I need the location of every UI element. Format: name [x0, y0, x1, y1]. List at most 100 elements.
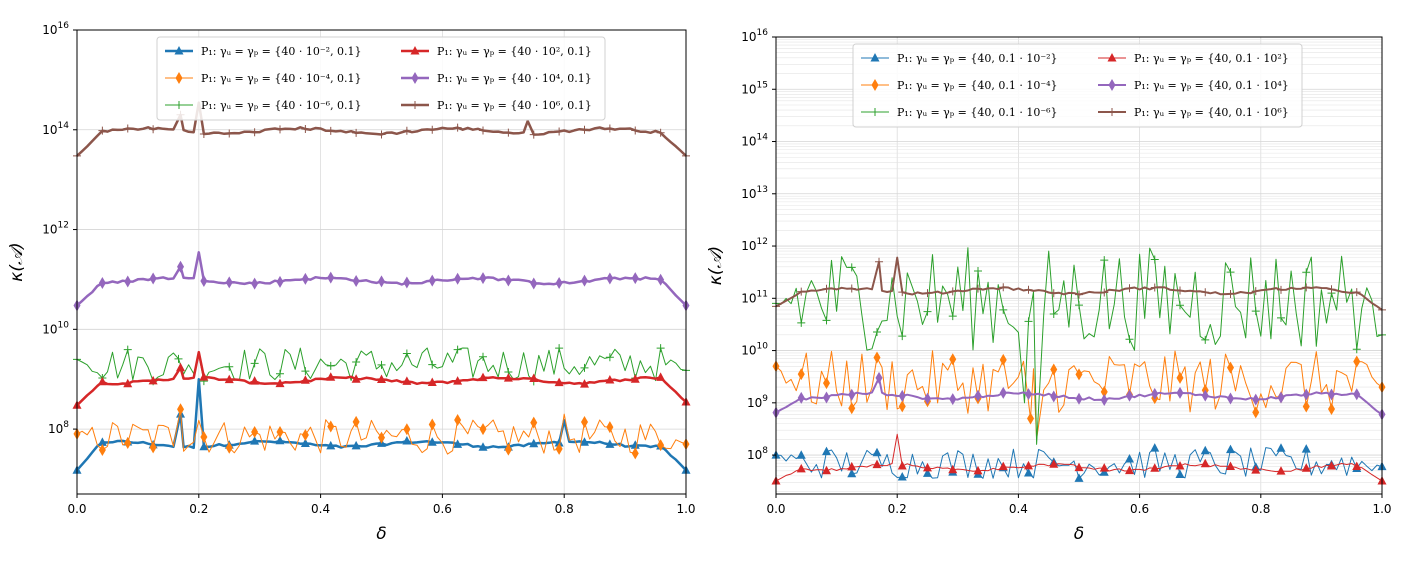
- x-axis-label: δ: [376, 524, 386, 544]
- data-point: [453, 123, 462, 132]
- data-point: [1200, 458, 1210, 468]
- data-point: [1251, 465, 1261, 474]
- axes-frame: [775, 36, 1383, 495]
- legend-item: P₁: γᵤ = γₚ = {40 · 10⁻², 0.1}: [165, 45, 362, 58]
- data-point: [848, 402, 856, 415]
- data-point: [428, 360, 437, 369]
- data-point: [998, 461, 1008, 471]
- data-point: [1074, 462, 1084, 472]
- data-point: [98, 276, 106, 289]
- data-point: [1100, 385, 1108, 398]
- data-point: [378, 431, 385, 444]
- data-point: [352, 128, 361, 137]
- data-point: [1126, 389, 1133, 402]
- data-point: [1226, 444, 1235, 454]
- legend-marker: [871, 108, 879, 116]
- data-point: [326, 440, 336, 450]
- data-point: [149, 125, 158, 134]
- data-point: [1176, 286, 1184, 295]
- data-point: [630, 374, 640, 383]
- legend-label: P₁: γᵤ = γₚ = {40, 0.1 · 10⁻⁶}: [897, 106, 1058, 119]
- data-point: [657, 273, 665, 286]
- x-tick-label: 0.2: [888, 502, 907, 516]
- data-point: [276, 125, 284, 134]
- data-point: [250, 128, 259, 137]
- legend-item: P₁: γᵤ = γₚ = {40 · 10⁻⁶, 0.1}: [165, 99, 362, 112]
- data-point: [630, 440, 640, 449]
- data-point: [176, 362, 186, 372]
- series-line: [76, 377, 687, 472]
- data-point: [1075, 301, 1083, 310]
- data-point: [174, 354, 183, 363]
- data-point: [301, 272, 309, 285]
- data-point: [1125, 454, 1134, 463]
- legend-label: P₁: γᵤ = γₚ = {40 · 10⁴, 0.1}: [437, 72, 592, 85]
- data-point: [848, 388, 856, 401]
- data-point: [276, 275, 284, 288]
- data-point: [1227, 361, 1234, 374]
- y-tick-label: 108: [48, 420, 69, 436]
- legend-label: P₁: γᵤ = γₚ = {40, 0.1 · 10⁻²}: [897, 52, 1058, 65]
- data-point: [1277, 313, 1285, 322]
- chart-2: 0.0 0.2 0.4 0.6 0.8 1.0 108 109 1010 1011 1012 1013…: [706, 28, 1392, 544]
- data-point: [402, 436, 412, 445]
- data-point: [923, 468, 932, 477]
- data-point: [1150, 255, 1159, 264]
- y-tick-label: 1010: [42, 320, 69, 336]
- data-point: [1201, 389, 1209, 402]
- data-point: [898, 288, 907, 297]
- series-6: [772, 256, 1386, 314]
- data-point: [797, 318, 806, 327]
- data-point: [1277, 391, 1285, 404]
- data-point: [949, 393, 957, 406]
- data-point: [1226, 461, 1235, 470]
- data-point: [1099, 463, 1109, 472]
- data-point: [631, 126, 640, 135]
- data-point: [1302, 268, 1311, 277]
- data-point: [847, 468, 857, 478]
- data-point: [352, 415, 360, 428]
- data-point: [301, 428, 309, 441]
- data-point: [581, 274, 588, 287]
- data-point: [554, 438, 564, 447]
- data-point: [924, 392, 931, 405]
- data-point: [148, 375, 158, 385]
- data-point: [656, 128, 665, 137]
- data-point: [123, 378, 133, 388]
- data-point: [352, 358, 361, 367]
- data-point: [1252, 406, 1260, 419]
- data-point: [1049, 459, 1059, 468]
- data-point: [1027, 412, 1035, 425]
- data-point: [923, 289, 932, 298]
- series-4: [72, 350, 691, 409]
- data-point: [1024, 317, 1033, 326]
- data-point: [1075, 290, 1083, 299]
- data-point: [1226, 268, 1235, 277]
- data-point: [1075, 368, 1083, 381]
- data-point: [1302, 400, 1310, 413]
- data-point: [428, 125, 437, 134]
- data-point: [580, 363, 589, 372]
- data-point: [478, 442, 488, 451]
- legend-marker: [411, 72, 419, 84]
- data-point: [1125, 335, 1134, 344]
- data-point: [225, 441, 233, 454]
- data-point: [822, 316, 831, 325]
- data-point: [199, 130, 208, 139]
- data-point: [1150, 463, 1160, 472]
- legend: P₁: γᵤ = γₚ = {40 · 10⁻², 0.1} P₁: γᵤ = γ…: [156, 36, 606, 121]
- data-point: [923, 307, 932, 316]
- data-point: [504, 128, 513, 137]
- data-point: [948, 287, 957, 296]
- legend-box: [852, 43, 1303, 128]
- data-point: [177, 260, 185, 273]
- data-point: [1327, 285, 1336, 294]
- data-point: [657, 439, 665, 452]
- data-point: [948, 464, 958, 474]
- data-point: [276, 369, 284, 378]
- data-point: [326, 361, 335, 370]
- y-axis-label: κ(𝒜): [7, 242, 27, 281]
- legend-item: P₁: γᵤ = γₚ = {40, 0.1 · 10⁻⁶}: [861, 106, 1058, 119]
- data-point: [580, 125, 589, 134]
- data-point: [250, 436, 260, 445]
